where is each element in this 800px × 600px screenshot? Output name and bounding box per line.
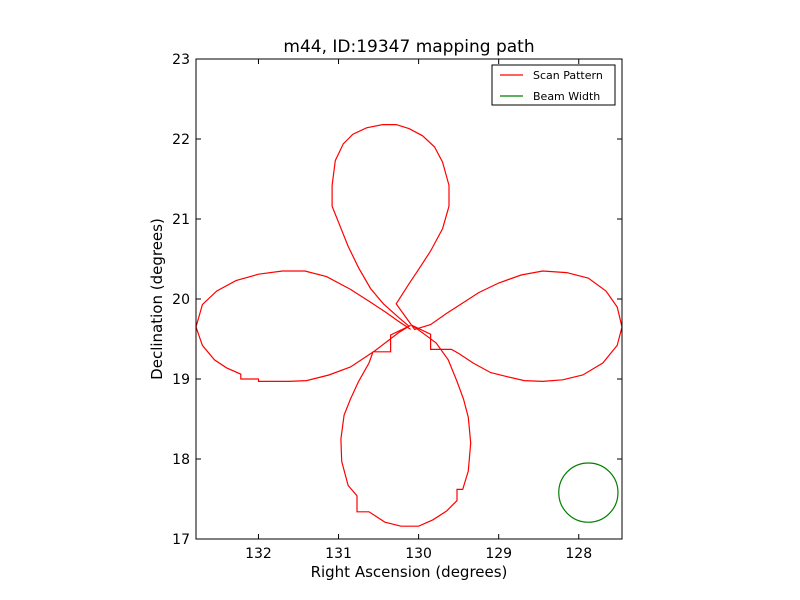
x-tick-label: 132	[245, 546, 272, 562]
y-tick-label: 20	[172, 292, 190, 308]
legend-label-scan-pattern: Scan Pattern	[533, 69, 603, 82]
chart-title: m44, ID:19347 mapping path	[283, 37, 534, 57]
legend-label-beam-width: Beam Width	[533, 90, 600, 103]
plot-area-background	[196, 59, 622, 539]
series-beam-width-circle	[558, 462, 619, 523]
x-tick-label: 128	[565, 546, 592, 562]
plot-area-frame	[195, 58, 623, 540]
x-tick-label: 131	[325, 546, 352, 562]
y-tick-label: 18	[172, 452, 190, 468]
y-tick-label: 23	[172, 52, 190, 68]
tick-layer: 132 131 130 129 128 17 18 19 20 21 22 23	[172, 52, 622, 562]
y-tick-label: 17	[172, 532, 190, 548]
y-tick-label: 22	[172, 132, 190, 148]
series-scan-pattern-line	[195, 123, 623, 527]
x-axis-label: Right Ascension (degrees)	[311, 563, 508, 581]
y-axis-label: Declination (degrees)	[148, 218, 166, 380]
y-tick-label: 19	[172, 372, 190, 388]
legend: Scan Pattern Beam Width	[491, 64, 616, 106]
legend-box	[491, 64, 616, 106]
x-tick-label: 129	[485, 546, 512, 562]
series-layer	[195, 123, 623, 527]
x-tick-label: 130	[405, 546, 432, 562]
y-tick-label: 21	[172, 212, 190, 228]
